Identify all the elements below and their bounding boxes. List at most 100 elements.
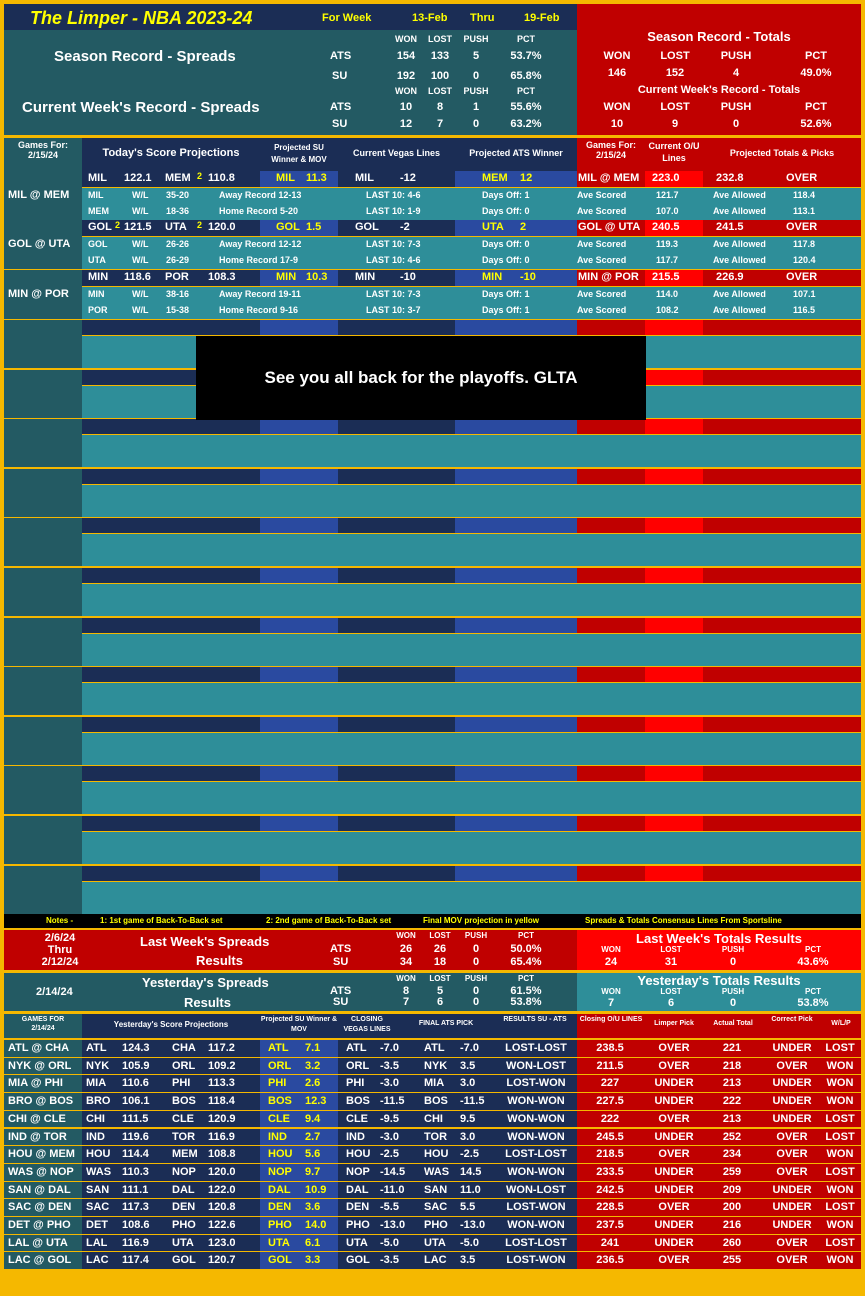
result-ats-team: NYK	[424, 1059, 448, 1072]
lw-ats-label: ATS	[330, 943, 352, 955]
empty-matchup-cell	[4, 865, 82, 914]
empty-su-cell	[260, 716, 338, 732]
ave-allowed-label: Ave Allowed	[713, 289, 766, 299]
ys-su-2: 6	[436, 996, 444, 1008]
ou-pick: OVER	[786, 221, 818, 233]
detail-team: GOL	[88, 239, 108, 249]
season-totals-col-2: PUSH	[720, 50, 752, 62]
result-away-team: LAL	[86, 1236, 108, 1249]
score1: 122.1	[124, 172, 152, 184]
detail-wl: W/L	[132, 239, 149, 249]
ou-detail-row	[577, 204, 861, 220]
result-wlp: WON	[826, 1254, 854, 1267]
detail-wl: W/L	[132, 305, 149, 315]
result-actual-total: 213	[722, 1077, 742, 1090]
detail-record: 35-20	[166, 190, 190, 200]
empty-matchup-cell	[4, 320, 82, 368]
result-vegas-line: -11.5	[380, 1095, 405, 1108]
ou-pick: OVER	[786, 271, 818, 283]
result-actual-total: 218	[722, 1059, 742, 1072]
ave-allowed-label: Ave Allowed	[713, 190, 766, 200]
result-away-team: SAC	[86, 1201, 110, 1214]
detail-wl: W/L	[132, 206, 149, 216]
game-detail-row	[82, 204, 577, 220]
empty-ou-line	[645, 617, 703, 633]
result-away-team: IND	[86, 1130, 105, 1143]
result-row-left	[4, 1057, 82, 1075]
result-ats-team: BOS	[424, 1095, 448, 1108]
result-home-score: 122.0	[208, 1183, 236, 1196]
res-actual-header: Actual Total	[713, 1020, 753, 1027]
res-results-header: RESULTS SU - ATS	[503, 1016, 567, 1023]
result-closing-ou: 245.5	[596, 1130, 624, 1143]
result-row-right	[577, 1040, 861, 1057]
ys-tot-col-0: WON	[601, 987, 621, 996]
game-detail-row	[82, 188, 577, 204]
season-col-3: PCT	[517, 34, 535, 44]
proj-total: 232.8	[716, 172, 744, 184]
ou-line: 215.5	[652, 271, 680, 283]
result-ats-team: PHO	[424, 1219, 448, 1231]
result-closing-ou: 236.5	[596, 1254, 624, 1267]
empty-ou-main	[577, 419, 861, 435]
week-su-label: SU	[332, 118, 348, 130]
empty-row-detail	[82, 584, 577, 616]
result-matchup: IND @ TOR	[8, 1130, 67, 1143]
result-actual-total: 222	[722, 1095, 742, 1108]
result-su-mov: 7.1	[305, 1042, 321, 1054]
detail-split: Home Record 5-20	[219, 206, 299, 216]
result-closing-ou: 227	[600, 1077, 620, 1090]
detail-wl: W/L	[132, 255, 149, 265]
matchup-cell	[4, 270, 82, 319]
empty-ou-main	[577, 667, 861, 683]
lw-su-label: SU	[333, 956, 349, 968]
su-cell	[260, 171, 338, 187]
today-projections-header: Today's Score Projections	[102, 147, 240, 159]
week-totals-col-1: LOST	[660, 101, 690, 113]
result-correct-pick: UNDER	[772, 1095, 812, 1108]
empty-ou-detail	[577, 683, 861, 716]
ave-scored-label: Ave Scored	[577, 239, 627, 249]
result-correct-pick: OVER	[776, 1148, 808, 1161]
empty-matchup-cell	[4, 667, 82, 716]
result-results: LOST-WON	[506, 1201, 566, 1214]
result-vegas-team: NOP	[346, 1165, 370, 1178]
score2: 110.8	[208, 172, 235, 184]
result-home-team: NOP	[172, 1165, 196, 1178]
result-wlp: LOST	[825, 1236, 855, 1249]
res-ats-header: FINAL ATS PICK	[418, 1020, 474, 1027]
last-week-left	[4, 930, 577, 970]
result-results: LOST-LOST	[505, 1236, 567, 1249]
empty-ou-line	[645, 468, 703, 484]
result-vegas-line: -5.0	[380, 1236, 399, 1249]
detail-split: Home Record 17-9	[219, 255, 299, 265]
detail-record: 26-26	[166, 239, 190, 249]
game-matchup: MIL @ MEM	[8, 189, 70, 201]
result-row-right	[577, 1128, 861, 1146]
result-limper-pick: UNDER	[654, 1130, 694, 1143]
detail-days: Days Off: 0	[482, 255, 530, 265]
result-vegas-team: DAL	[346, 1183, 369, 1196]
result-actual-total: 259	[722, 1165, 742, 1178]
empty-row-detail	[82, 633, 577, 666]
ave-allowed-val: 113.1	[793, 206, 816, 216]
result-su-cell	[260, 1110, 338, 1128]
lw-col-1: LOST	[429, 931, 451, 940]
week-ats-4: 55.6%	[510, 101, 542, 113]
ave-scored-label: Ave Scored	[577, 305, 627, 315]
empty-su-cell	[260, 816, 338, 831]
ou-detail-row	[577, 303, 861, 319]
result-home-team: CHA	[172, 1042, 196, 1054]
result-limper-pick: UNDER	[654, 1165, 694, 1178]
empty-ou-line	[645, 716, 703, 732]
proj-total: 226.9	[716, 271, 744, 283]
detail-days: Days Off: 1	[482, 305, 530, 315]
ys-tot-val-3: 53.8%	[797, 997, 829, 1009]
result-away-team: LAC	[86, 1254, 109, 1267]
detail-last10: LAST 10: 7-3	[366, 289, 421, 299]
empty-su-cell	[260, 468, 338, 484]
season-su-4: 65.8%	[510, 70, 542, 82]
result-home-score: 120.9	[208, 1112, 236, 1125]
result-vegas-line: -3.5	[380, 1254, 399, 1267]
last-week-label: Last Week's Spreads	[140, 934, 270, 949]
